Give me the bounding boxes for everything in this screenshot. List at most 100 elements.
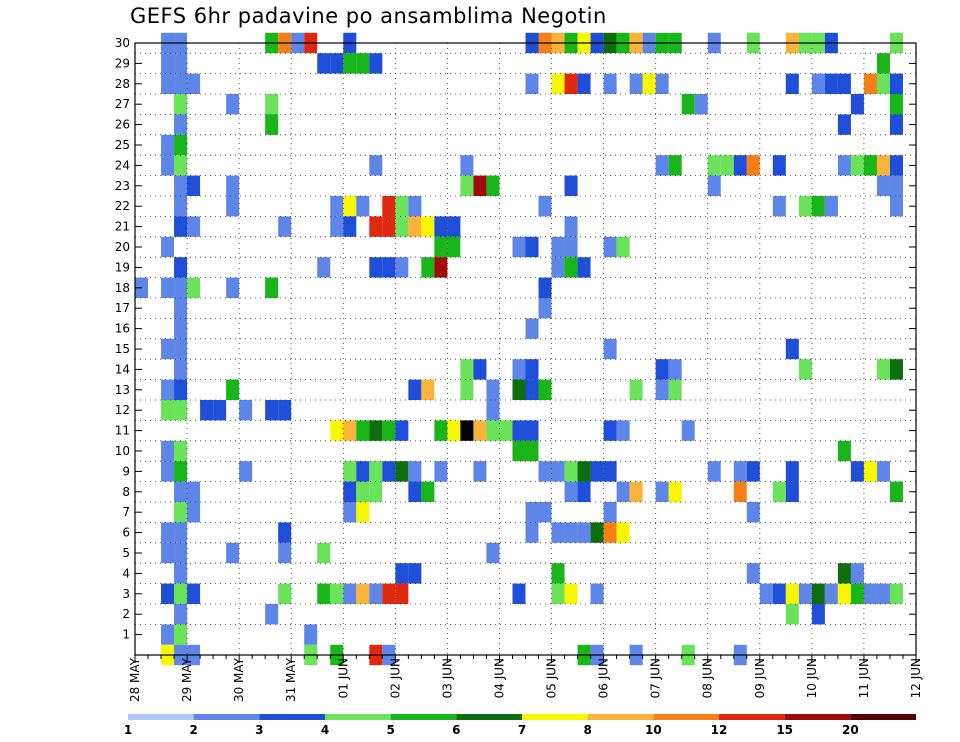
heatmap-cell [408,379,422,400]
heatmap-cell [317,542,331,564]
heatmap-cell [161,542,175,564]
y-tick-label: 6 [122,526,130,540]
heatmap-cell [889,114,903,135]
heatmap-cells [135,32,903,666]
grid-lines [135,43,917,655]
heatmap-cell [824,196,838,217]
heatmap-cell [356,53,370,74]
heatmap-cell [473,420,487,441]
heatmap-cell [798,196,812,217]
y-tick-label: 20 [115,240,130,254]
heatmap-cell [837,583,851,604]
colorbar-swatch [325,714,391,720]
heatmap-cell [460,155,474,176]
heatmap-cell [551,461,565,482]
heatmap-cell [512,583,526,604]
heatmap-cell [525,502,539,523]
heatmap-cell [603,420,617,441]
y-tick-label: 23 [115,179,130,193]
heatmap-cell [486,175,500,196]
heatmap-cell [655,481,669,502]
heatmap-cell [408,563,422,584]
heatmap-cell [161,73,175,94]
heatmap-cell [265,114,279,135]
heatmap-cell [265,277,279,298]
heatmap-cell [395,583,409,604]
heatmap-cell [161,134,175,156]
heatmap-cell [850,94,864,115]
heatmap-cell [889,155,903,176]
heatmap-cell [759,583,773,604]
heatmap-cell [330,420,344,441]
heatmap-cell [434,236,448,258]
heatmap-cell [577,522,591,543]
heatmap-cell [512,359,526,380]
y-tick-label: 27 [115,97,130,111]
heatmap-cell [486,420,500,441]
heatmap-cell [343,420,357,441]
colorbar-swatch [719,714,785,720]
heatmap-cell [486,542,500,564]
heatmap-cell [746,563,760,584]
heatmap-cell [447,236,461,258]
x-tick-label: 08 JUN [701,658,715,698]
x-axis: 28 MAY 29 MAY 30 MAY 31 MAY 01 JUN 02 JUN 03 J… [128,655,923,702]
heatmap-cell [395,216,409,237]
heatmap-cell [824,583,838,604]
x-tick-label: 31 MAY [284,657,298,702]
heatmap-cell [889,73,903,94]
heatmap-cell [850,155,864,176]
heatmap-cell [408,481,422,502]
heatmap-cell [161,277,175,298]
heatmap-cell [876,73,890,94]
heatmap-cell [278,400,292,421]
heatmap-cell [538,277,552,298]
colorbar-swatch [850,714,916,720]
heatmap-cell [889,481,903,502]
heatmap-cell [382,583,396,604]
heatmap-cell [356,196,370,217]
heatmap-cell [369,420,383,441]
heatmap-cell [174,502,188,523]
colorbar-swatch [259,714,325,720]
heatmap-cell [564,175,578,196]
heatmap-cell [577,461,591,482]
heatmap-cell [655,359,669,380]
heatmap-cell [668,481,682,502]
heatmap-cell [863,155,877,176]
heatmap-cell [265,604,279,625]
heatmap-cell [525,379,539,400]
heatmap-cell [174,563,188,584]
heatmap-cell [174,134,188,156]
heatmap-cell [538,298,552,319]
heatmap-cell [850,583,864,604]
heatmap-cell [746,502,760,523]
heatmap-cell [603,73,617,94]
heatmap-cell [720,155,734,176]
heatmap-cell [369,155,383,176]
heatmap-cell [798,583,812,604]
heatmap-cell [811,196,825,217]
heatmap-cell [174,175,188,196]
heatmap-cell [382,420,396,441]
heatmap-cell [421,216,435,237]
colorbar-label: 7 [518,723,526,737]
heatmap-cell [889,359,903,380]
heatmap-cell [525,420,539,441]
colorbar-label: 3 [255,723,263,737]
heatmap-cell [395,257,409,278]
heatmap-cell [824,73,838,94]
heatmap-cell [226,379,240,400]
heatmap-cell [564,257,578,278]
heatmap-cell [525,318,539,339]
heatmap-cell [226,94,240,115]
y-tick-label: 16 [115,322,130,336]
heatmap-cell [889,196,903,217]
colorbar-swatch [653,714,719,720]
heatmap-cell [187,277,201,298]
heatmap-cell [512,440,526,462]
x-tick-label: 07 JUN [649,658,663,698]
heatmap-cell [811,73,825,94]
heatmap-cell [603,522,617,543]
heatmap-cell [174,542,188,564]
